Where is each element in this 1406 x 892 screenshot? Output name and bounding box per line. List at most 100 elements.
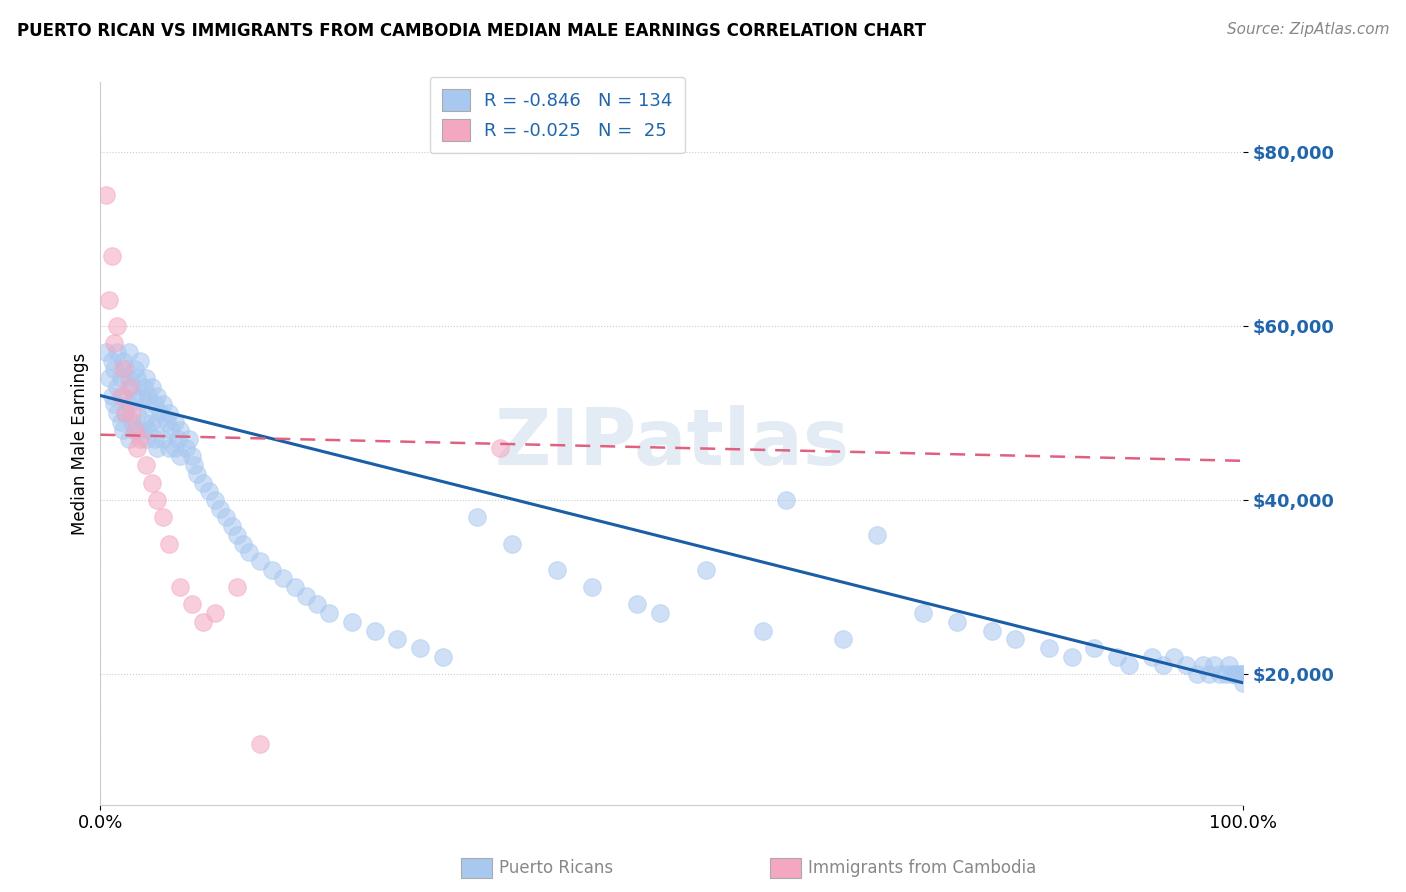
Point [141, 475, 163, 490]
Point [124, 423, 146, 437]
Point [163, 415, 186, 429]
Point [125, 406, 148, 420]
Point [1209, 667, 1232, 681]
Point [271, 571, 294, 585]
Point [1198, 667, 1220, 681]
Point [114, 406, 136, 420]
Point [138, 388, 160, 402]
Point [124, 362, 146, 376]
Point [180, 450, 202, 464]
Point [387, 632, 409, 647]
Point [157, 536, 180, 550]
Text: Immigrants from Cambodia: Immigrants from Cambodia [808, 859, 1036, 877]
Point [132, 380, 155, 394]
Point [501, 536, 523, 550]
Point [146, 441, 169, 455]
Point [775, 493, 797, 508]
Point [118, 380, 141, 394]
Point [204, 493, 226, 508]
Point [363, 624, 385, 638]
Point [152, 397, 174, 411]
Point [107, 406, 129, 420]
Point [118, 432, 141, 446]
Point [138, 423, 160, 437]
Point [121, 406, 143, 420]
Point [101, 353, 124, 368]
Point [103, 336, 125, 351]
Point [1192, 658, 1215, 673]
Point [186, 467, 208, 481]
Point [183, 458, 205, 472]
Point [1230, 667, 1253, 681]
Point [169, 450, 191, 464]
Point [1060, 649, 1083, 664]
Point [125, 441, 148, 455]
Point [215, 510, 238, 524]
Point [209, 501, 232, 516]
Point [432, 649, 454, 664]
Point [1229, 667, 1251, 681]
Point [1152, 658, 1174, 673]
Point [1140, 649, 1163, 664]
Point [121, 415, 143, 429]
Point [226, 528, 249, 542]
Point [129, 388, 152, 402]
Point [160, 423, 183, 437]
Point [1226, 667, 1249, 681]
Point [112, 353, 135, 368]
Point [226, 580, 249, 594]
Point [135, 458, 157, 472]
Point [114, 362, 136, 376]
Point [163, 441, 186, 455]
Point [174, 441, 197, 455]
Point [1220, 667, 1243, 681]
Point [135, 397, 157, 411]
Point [1038, 640, 1060, 655]
Point [135, 371, 157, 385]
Point [135, 432, 157, 446]
Point [146, 388, 169, 402]
Point [1204, 658, 1226, 673]
Point [238, 545, 260, 559]
Point [307, 598, 329, 612]
Point [149, 406, 172, 420]
Point [110, 388, 132, 402]
Point [912, 606, 935, 620]
Point [112, 423, 135, 437]
Point [198, 484, 221, 499]
Point [157, 406, 180, 420]
Point [110, 371, 132, 385]
Point [1174, 658, 1197, 673]
Point [221, 519, 243, 533]
Point [249, 737, 271, 751]
Point [193, 615, 215, 629]
Point [409, 640, 432, 655]
Point [94, 345, 117, 359]
Point [260, 563, 283, 577]
Y-axis label: Median Male Earnings: Median Male Earnings [72, 352, 89, 534]
Point [167, 432, 190, 446]
Point [193, 475, 215, 490]
Point [110, 415, 132, 429]
Point [340, 615, 363, 629]
Point [101, 249, 124, 263]
Point [118, 371, 141, 385]
Point [169, 580, 191, 594]
Point [146, 415, 169, 429]
Text: ZIPatlas: ZIPatlas [494, 405, 849, 482]
Point [107, 345, 129, 359]
Point [695, 563, 717, 577]
Point [98, 371, 121, 385]
Point [107, 380, 129, 394]
Point [581, 580, 603, 594]
Point [169, 423, 191, 437]
Point [107, 318, 129, 333]
Point [295, 589, 318, 603]
Point [752, 624, 775, 638]
Point [249, 554, 271, 568]
Point [98, 293, 121, 307]
Point [626, 598, 648, 612]
Point [112, 362, 135, 376]
Point [124, 423, 146, 437]
Point [232, 536, 254, 550]
